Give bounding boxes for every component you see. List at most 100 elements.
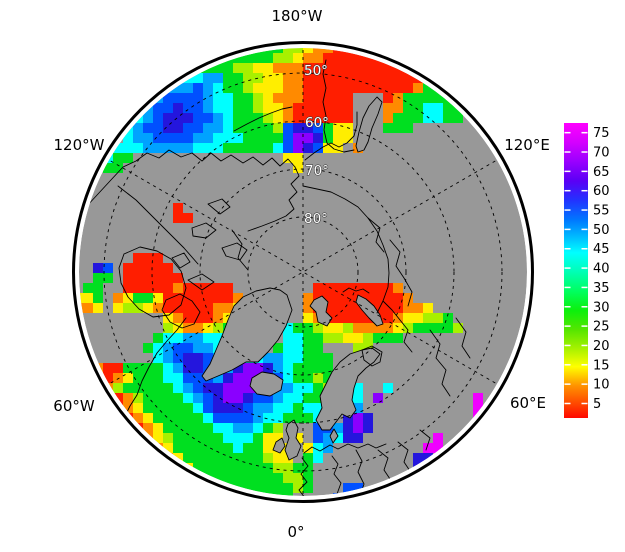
raster-cell <box>403 113 413 123</box>
latitude-label: 60° <box>305 115 329 131</box>
raster-cell <box>133 263 143 273</box>
raster-cell <box>263 53 273 63</box>
raster-cell <box>233 453 243 463</box>
raster-cell <box>143 253 153 263</box>
novaya-zemlya-landmass <box>355 294 384 327</box>
raster-cell <box>323 323 333 333</box>
raster-cell <box>203 353 213 363</box>
raster-cell <box>363 283 373 293</box>
raster-cell <box>273 103 283 113</box>
raster-cell <box>273 83 283 93</box>
raster-cell <box>83 303 93 313</box>
ireland-landmass <box>272 437 286 454</box>
raster-cell <box>193 373 203 383</box>
colorbar-tick-label: 70 <box>593 146 610 161</box>
raster-cell <box>263 433 273 443</box>
raster-cell <box>173 373 183 383</box>
latitude-label: 50° <box>304 63 328 79</box>
raster-cell <box>133 273 143 283</box>
colorbar-tick-label: 65 <box>593 165 610 180</box>
raster-cell <box>183 383 193 393</box>
raster-cell <box>323 83 333 93</box>
raster-cell <box>173 413 183 423</box>
raster-cell <box>253 93 263 103</box>
raster-cell <box>303 473 313 483</box>
raster-cell <box>183 343 193 353</box>
raster-cell <box>263 103 273 113</box>
latitude-circle <box>247 216 359 328</box>
raster-cell <box>183 363 193 373</box>
raster-cell <box>333 103 343 113</box>
raster-cell <box>163 373 173 383</box>
raster-cell <box>313 113 323 123</box>
longitude-label: 120°W <box>54 136 105 154</box>
raster-cell <box>353 343 363 353</box>
raster-cell <box>143 283 153 293</box>
raster-cell <box>143 133 153 143</box>
raster-cell <box>383 73 393 83</box>
raster-cell <box>343 63 353 73</box>
raster-cell <box>163 273 173 283</box>
raster-cell <box>353 313 363 323</box>
raster-cell <box>283 143 293 153</box>
russia-border-east <box>429 329 451 397</box>
raster-cell <box>103 273 113 283</box>
raster-cell <box>273 393 283 403</box>
raster-cell <box>423 93 433 103</box>
raster-cell <box>223 433 233 443</box>
raster-cell <box>253 473 263 483</box>
raster-cell <box>303 143 313 153</box>
raster-cell <box>263 423 273 433</box>
siberia-arctic-coast <box>302 185 390 314</box>
raster-cell <box>343 333 353 343</box>
raster-cell <box>293 483 303 493</box>
raster-cell <box>183 323 193 333</box>
europe-border-1 <box>331 455 342 495</box>
raster-cell <box>193 353 203 363</box>
raster-cell <box>223 383 233 393</box>
raster-cell <box>253 63 263 73</box>
raster-cell <box>333 123 343 133</box>
raster-cell <box>273 363 283 373</box>
raster-cell <box>123 403 133 413</box>
raster-cell <box>383 123 393 133</box>
raster-cell <box>373 283 383 293</box>
raster-cell <box>343 103 353 113</box>
raster-cell <box>333 323 343 333</box>
raster-cell <box>123 283 133 293</box>
raster-cell <box>183 403 193 413</box>
raster-cell <box>163 363 173 373</box>
raster-cell <box>243 453 253 463</box>
raster-cell <box>123 373 133 383</box>
raster-cell <box>273 353 283 363</box>
raster-cell <box>163 433 173 443</box>
raster-cell <box>223 393 233 403</box>
raster-cell <box>283 353 293 363</box>
raster-cell <box>163 423 173 433</box>
raster-cell <box>213 453 223 463</box>
raster-cell <box>313 443 323 453</box>
raster-cell <box>253 443 263 453</box>
raster-cell <box>273 343 283 353</box>
raster-cell <box>153 403 163 413</box>
raster-cell <box>203 383 213 393</box>
raster-cell <box>213 323 223 333</box>
raster-cell <box>153 413 163 423</box>
raster-cell <box>363 413 373 423</box>
raster-cell <box>283 403 293 413</box>
mackenzie-river <box>231 229 249 271</box>
raster-cell <box>163 293 173 303</box>
raster-cell <box>443 323 453 333</box>
raster-cell <box>203 463 213 473</box>
raster-cell <box>203 393 213 403</box>
raster-cell <box>313 403 323 413</box>
raster-cell <box>223 283 233 293</box>
raster-cell <box>173 93 183 103</box>
raster-cell <box>353 53 363 63</box>
raster-cell <box>273 493 283 496</box>
raster-cell <box>113 373 123 383</box>
raster-cell <box>333 143 343 153</box>
raster-cell <box>323 63 333 73</box>
raster-cell <box>313 433 323 443</box>
canada-island-3 <box>171 252 191 269</box>
